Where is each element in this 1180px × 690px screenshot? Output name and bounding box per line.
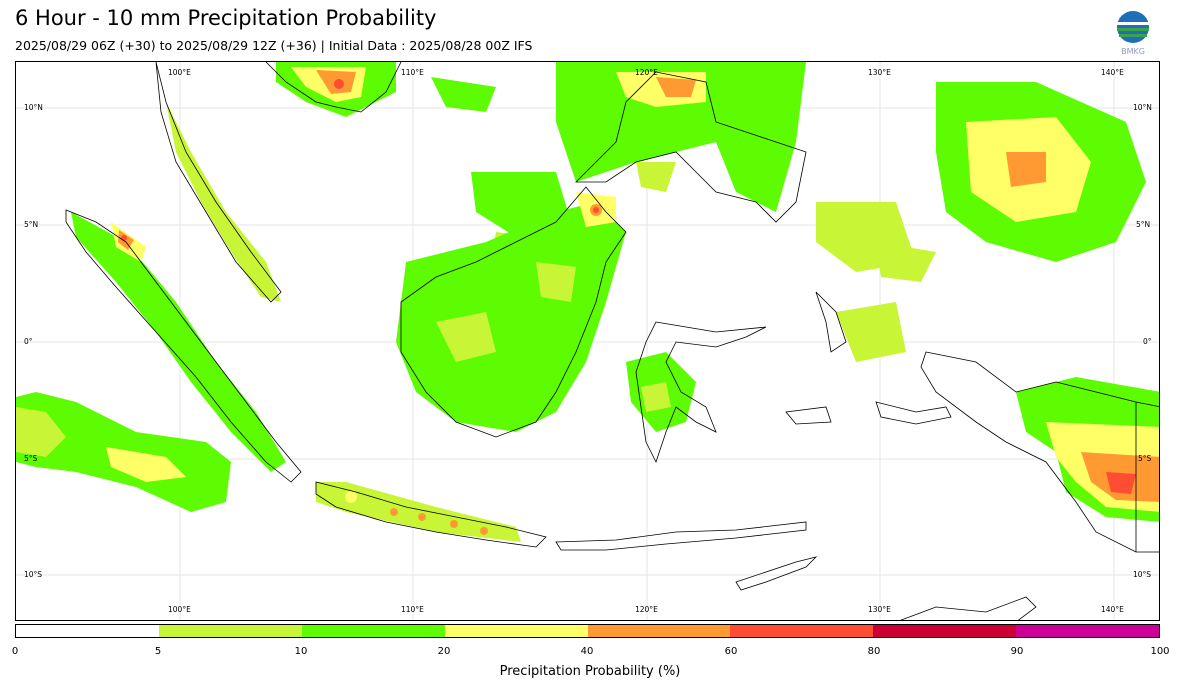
colorbar-segment (158, 625, 302, 637)
colorbar-tick: 20 (437, 646, 451, 657)
colorbar-segment (16, 625, 159, 637)
lon-tick-bottom-140: 140°E (1101, 605, 1124, 614)
lon-tick-bottom-120: 120°E (635, 605, 658, 614)
probability-field (16, 62, 1159, 542)
coastlines (65, 62, 1159, 620)
colorbar-tick: 80 (867, 646, 881, 657)
colorbar-tick: 5 (154, 646, 162, 657)
lon-tick-bottom-110: 110°E (401, 605, 424, 614)
colorbar-tick: 90 (1010, 646, 1024, 657)
precipitation-map: 100°E 110°E 120°E 130°E 140°E 100°E 110°… (15, 61, 1160, 621)
lon-tick-bottom-100: 100°E (168, 605, 191, 614)
colorbar-tick: 10 (294, 646, 308, 657)
lat-tick-left-5s: 5°S (24, 454, 38, 463)
colorbar-segment (730, 625, 874, 637)
svg-text:BMKG: BMKG (1121, 47, 1145, 56)
lat-tick-right-0: 0° (1143, 337, 1152, 346)
colorbar-tick: 40 (580, 646, 594, 657)
lon-tick-bottom-130: 130°E (868, 605, 891, 614)
chart-subtitle: 2025/08/29 06Z (+30) to 2025/08/29 12Z (… (15, 38, 533, 53)
bmkg-logo-icon: BMKG (1114, 10, 1152, 56)
lon-tick-top-110: 110°E (401, 68, 424, 77)
lat-tick-left-10s: 10°S (24, 570, 43, 579)
colorbar-tick: 60 (724, 646, 738, 657)
lat-tick-right-10s: 10°S (1133, 570, 1152, 579)
colorbar (15, 624, 1160, 638)
map-canvas (16, 62, 1159, 620)
lat-tick-right-10n: 10°N (1133, 103, 1152, 112)
lat-tick-right-5s: 5°S (1138, 454, 1152, 463)
colorbar-segment (873, 625, 1017, 637)
colorbar-label: Precipitation Probability (%) (499, 664, 681, 679)
colorbar-segment (301, 625, 445, 637)
lat-tick-right-5n: 5°N (1136, 220, 1151, 229)
colorbar-tick: 0 (11, 646, 19, 657)
colorbar-segment (587, 625, 731, 637)
colorbar-segment (1016, 625, 1159, 637)
lat-tick-left-5n: 5°N (24, 220, 39, 229)
lon-tick-top-140: 140°E (1101, 68, 1124, 77)
lat-tick-left-0: 0° (24, 337, 33, 346)
lon-tick-top-120: 120°E (635, 68, 658, 77)
lon-tick-top-100: 100°E (168, 68, 191, 77)
lat-tick-left-10n: 10°N (24, 103, 43, 112)
lon-tick-top-130: 130°E (868, 68, 891, 77)
colorbar-segment (444, 625, 588, 637)
chart-title: 6 Hour - 10 mm Precipitation Probability (15, 6, 437, 30)
colorbar-tick: 100 (1150, 646, 1170, 657)
